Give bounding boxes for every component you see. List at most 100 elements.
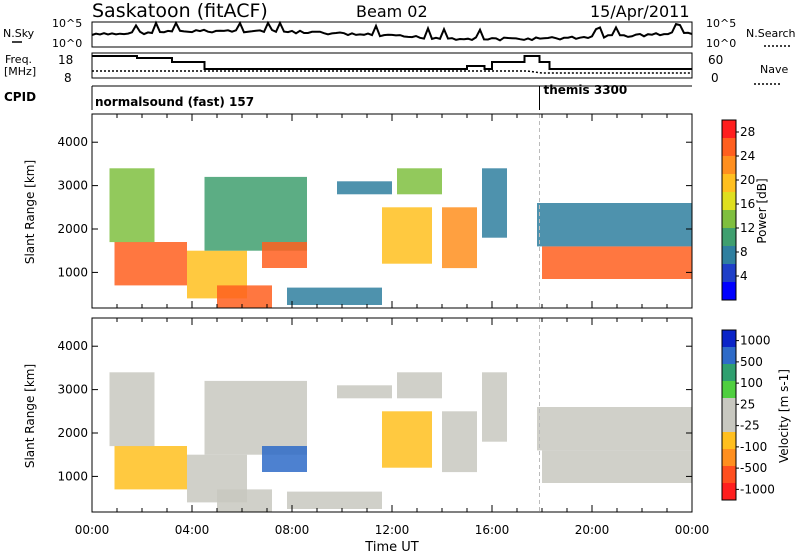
colorbar-segment-9 <box>722 282 736 301</box>
y-tick-label-3: 4000 <box>57 339 88 353</box>
y-tick-label-1: 2000 <box>57 222 88 236</box>
colorbar-segment-7 <box>722 449 736 467</box>
x-tick-label-4: 16:00 <box>475 523 510 537</box>
nave-tick-top: 60 <box>708 53 723 67</box>
power-echo-region-9 <box>397 168 442 195</box>
power-colorbar-segments <box>721 119 737 301</box>
colorbar-frame <box>721 119 737 301</box>
colorbar-tick-label-0: 4 <box>740 269 748 283</box>
colorbar-segment-9 <box>722 483 736 501</box>
freq-tick-bottom: 8 <box>64 71 72 85</box>
colorbar-segment-4 <box>722 398 736 416</box>
power-echo-region-13 <box>537 203 692 247</box>
y-tick-label-0: 1000 <box>57 469 88 483</box>
velocity-colorbar-segments <box>721 329 737 501</box>
colorbar-segment-6 <box>722 228 736 247</box>
power-echo-region-11 <box>482 168 507 238</box>
noise-left-tick-bottom: 10^0 <box>52 37 82 50</box>
y-tick-label-2: 3000 <box>57 383 88 397</box>
velocity-echo-region-6 <box>287 491 382 509</box>
colorbar-tick-label-4: 20 <box>740 173 755 187</box>
velocity-echo-region-9 <box>397 372 442 399</box>
x-tick-label-1: 04:00 <box>175 523 210 537</box>
power-echo-region-7 <box>337 181 392 195</box>
colorbar-segment-5 <box>722 210 736 229</box>
velocity-colorbar-label: Velocity [m s-1] <box>777 369 791 463</box>
colorbar-segment-7 <box>722 246 736 265</box>
x-axis-label: Time UT <box>364 540 418 554</box>
colorbar-tick-label-5: 24 <box>740 149 755 163</box>
colorbar-tick-label-5: -100 <box>740 440 767 454</box>
velocity-echo-region-8 <box>382 411 432 468</box>
colorbar-tick-label-6: 28 <box>740 125 755 139</box>
velocity-echo-region-13 <box>537 407 692 451</box>
nave-label: Nave <box>760 63 788 76</box>
power-echo-region-5 <box>262 242 307 268</box>
colorbar-tick-label-3: 25 <box>740 397 755 411</box>
power-echo-region-6 <box>287 287 382 305</box>
colorbar-segment-2 <box>722 156 736 175</box>
power-colorbar-ticks: 4 8 12 16 20 24 28 <box>736 125 755 283</box>
velocity-colorbar-ticks: 1000 500 100 25 -25 -100 -500 -1000 <box>736 334 775 496</box>
velocity-echo-region-1 <box>109 372 155 447</box>
colorbar-tick-label-0: 1000 <box>740 334 771 348</box>
noise-left-tick-top: 10^5 <box>52 17 82 30</box>
power-echo-region-1 <box>109 168 155 243</box>
noise-sky-line <box>91 20 693 42</box>
velocity-y-ticks: 1000 2000 3000 4000 <box>57 339 692 483</box>
colorbar-segment-0 <box>722 120 736 139</box>
cpid-label: CPID <box>4 90 36 104</box>
velocity-echo-region-7 <box>337 385 392 399</box>
colorbar-segment-1 <box>722 347 736 365</box>
noise-right-tick-top: 10^5 <box>706 17 736 30</box>
colorbar-segment-4 <box>722 192 736 211</box>
power-x-ticks <box>91 114 693 308</box>
colorbar-tick-label-6: -500 <box>740 461 767 475</box>
power-echo-region-3 <box>217 285 272 308</box>
x-tick-label-3: 12:00 <box>375 523 410 537</box>
y-tick-label-0: 1000 <box>57 265 88 279</box>
cpid-mode1-name: normalsound (fast) 157 <box>95 95 254 109</box>
colorbar-tick-label-4: -25 <box>740 419 760 433</box>
velocity-echo-region-0 <box>114 446 187 490</box>
colorbar-segment-3 <box>722 174 736 193</box>
colorbar-segment-8 <box>722 264 736 283</box>
power-echo-region-0 <box>114 242 187 286</box>
velocity-echo-cells <box>109 372 692 512</box>
power-echo-region-10 <box>442 207 477 269</box>
power-colorbar: 4 8 12 16 20 24 28 Power [dB] <box>721 119 769 301</box>
power-colorbar-label: Power [dB] <box>755 178 769 243</box>
beam-label: Beam 02 <box>356 2 428 21</box>
colorbar-segment-6 <box>722 432 736 450</box>
velocity-x-ticks <box>91 318 693 512</box>
station-title: Saskatoon (fitACF) <box>92 0 268 22</box>
nave-line <box>92 70 692 74</box>
colorbar-tick-label-2: 100 <box>740 376 763 390</box>
power-echo-region-12 <box>542 246 692 279</box>
colorbar-tick-label-3: 16 <box>740 197 755 211</box>
y-tick-label-1: 2000 <box>57 426 88 440</box>
colorbar-segment-1 <box>722 138 736 157</box>
velocity-echo-region-11 <box>482 372 507 442</box>
noise-right-tick-bottom: 10^0 <box>706 37 736 50</box>
noise-search-label: N.Search <box>746 27 796 40</box>
nave-tick-bottom: 0 <box>711 71 719 85</box>
x-tick-label-5: 20:00 <box>575 523 610 537</box>
power-echo-region-8 <box>382 207 432 264</box>
velocity-echo-region-5 <box>262 446 307 472</box>
colorbar-segment-5 <box>722 415 736 433</box>
x-tick-label-6: 00:00 <box>675 523 710 537</box>
colorbar-tick-label-7: -1000 <box>740 482 775 496</box>
x-tick-label-2: 08:00 <box>275 523 310 537</box>
freq-line <box>92 55 692 70</box>
velocity-y-axis-label: Slant Range [km] <box>23 364 37 468</box>
noise-sky-label: N.Sky <box>3 27 35 40</box>
colorbar-tick-label-1: 8 <box>740 245 748 259</box>
velocity-panel: 1000 2000 3000 4000 Slant Range [km] <box>23 317 693 513</box>
colorbar-tick-label-1: 500 <box>740 355 763 369</box>
x-tick-labels: 00:00 04:00 08:00 12:00 16:00 20:00 00:00 <box>75 523 710 537</box>
power-echo-region-4 <box>204 176 307 251</box>
colorbar-tick-label-2: 12 <box>740 221 755 235</box>
cpid-mode2-name: themis 3300 <box>544 83 628 97</box>
